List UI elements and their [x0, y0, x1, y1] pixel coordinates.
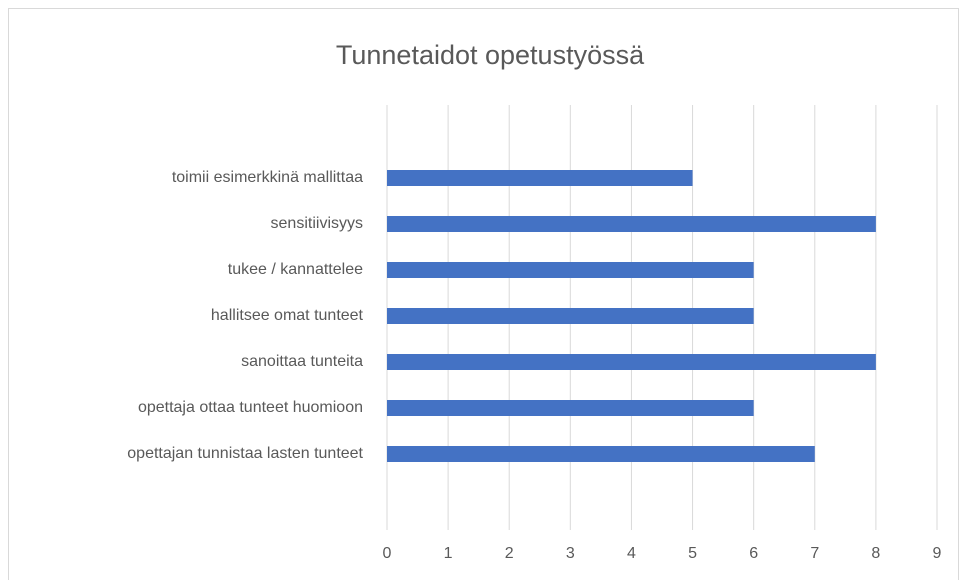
y-tick-label: toimii esimerkkinä mallittaa	[172, 169, 363, 186]
x-tick-label: 4	[627, 545, 636, 562]
y-tick-label: hallitsee omat tunteet	[211, 307, 364, 324]
chart-border	[8, 8, 959, 580]
x-tick-label: 6	[749, 545, 758, 562]
y-tick-label: sanoittaa tunteita	[241, 353, 363, 370]
bar	[387, 262, 754, 278]
bar	[387, 400, 754, 416]
y-tick-label: opettaja ottaa tunteet huomioon	[138, 399, 363, 416]
bar	[387, 308, 754, 324]
x-tick-label: 2	[505, 545, 514, 562]
bar	[387, 446, 815, 462]
x-tick-label: 3	[566, 545, 575, 562]
bar	[387, 216, 876, 232]
y-tick-label: opettajan tunnistaa lasten tunteet	[127, 445, 363, 462]
y-tick-label: tukee / kannattelee	[228, 261, 363, 278]
x-tick-label: 5	[688, 545, 697, 562]
x-tick-label: 0	[383, 545, 392, 562]
bar	[387, 170, 693, 186]
x-tick-label: 8	[871, 545, 880, 562]
bar	[387, 354, 876, 370]
chart-title: Tunnetaidot opetustyössä	[336, 40, 645, 70]
y-tick-label: sensitiivisyys	[271, 215, 363, 232]
x-tick-label: 9	[933, 545, 942, 562]
x-tick-label: 1	[444, 545, 453, 562]
x-tick-label: 7	[810, 545, 819, 562]
